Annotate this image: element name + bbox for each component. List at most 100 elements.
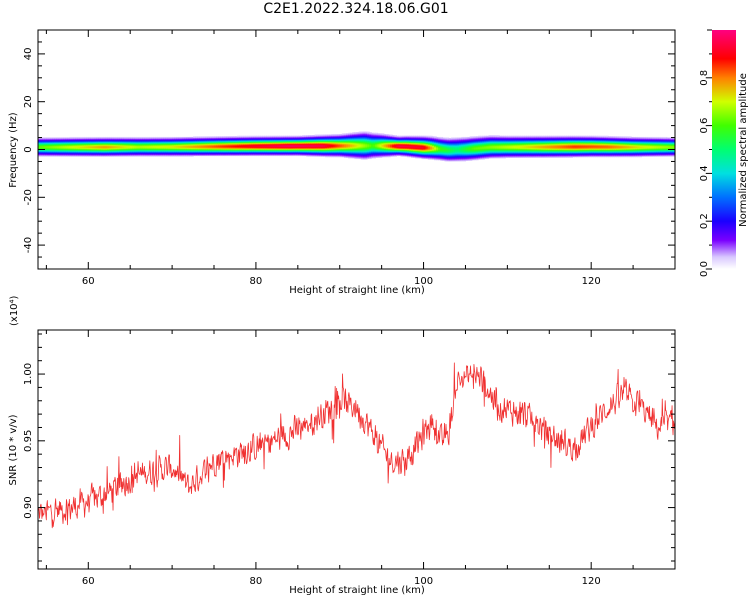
heatmap-cell xyxy=(165,150,169,152)
heatmap-cell xyxy=(117,150,121,152)
heatmap-cell xyxy=(174,139,177,142)
heatmap-cell xyxy=(65,144,68,146)
heatmap-cell xyxy=(73,149,77,151)
heatmap-cell xyxy=(287,144,291,146)
heatmap-cell xyxy=(262,144,265,146)
heatmap-cell xyxy=(134,145,138,147)
heatmap-cell xyxy=(52,150,56,152)
heatmap-cell xyxy=(337,139,341,142)
heatmap-cell xyxy=(226,144,230,146)
heatmap-cell xyxy=(92,150,96,152)
heatmap-cell xyxy=(201,154,205,157)
heatmap-cell xyxy=(314,149,318,151)
heatmap-cell xyxy=(249,145,253,147)
heatmap-cell xyxy=(237,145,240,147)
heatmap-cell xyxy=(92,144,96,146)
heatmap-cell xyxy=(310,145,314,147)
heatmap-cell xyxy=(346,133,349,135)
heatmap-cell xyxy=(348,139,351,142)
heatmap-cell xyxy=(214,154,217,156)
heatmap-cell xyxy=(144,154,148,156)
heatmap-cell xyxy=(111,145,115,147)
heatmap-cell xyxy=(115,138,119,140)
heatmap-cell xyxy=(157,149,161,151)
heatmap-cell xyxy=(268,139,272,142)
heatmap-cell xyxy=(42,154,45,157)
heatmap-cell xyxy=(325,145,328,147)
heatmap-cell xyxy=(67,145,71,147)
heatmap-cell xyxy=(220,145,223,147)
heatmap-cell xyxy=(205,150,209,152)
heatmap-cell xyxy=(38,154,41,156)
heatmap-cell xyxy=(299,135,303,137)
heatmap-cell xyxy=(283,149,286,151)
heatmap-cell xyxy=(291,135,295,137)
heatmap-cell xyxy=(346,144,349,146)
heatmap-cell xyxy=(266,145,270,147)
heatmap-cell xyxy=(346,138,349,140)
heatmap-cell xyxy=(245,144,249,146)
heatmap-cell xyxy=(331,144,335,146)
heatmap-cell xyxy=(199,154,203,157)
heatmap-cell xyxy=(293,139,297,142)
heatmap-cell xyxy=(335,144,339,146)
heatmap-cell xyxy=(86,149,89,151)
heatmap-cell xyxy=(247,139,251,142)
heatmap-cell xyxy=(142,139,146,142)
heatmap-cell xyxy=(75,145,79,147)
heatmap-cell xyxy=(220,154,223,156)
heatmap-cell xyxy=(48,154,52,156)
heatmap-cell xyxy=(209,144,213,146)
heatmap-cell xyxy=(308,154,312,156)
heatmap-cell xyxy=(209,139,213,142)
heatmap-cell xyxy=(123,149,127,151)
heatmap-cell xyxy=(283,150,286,152)
heatmap-cell xyxy=(329,134,332,136)
heatmap-cell xyxy=(322,134,326,136)
heatmap-cell xyxy=(184,154,188,157)
heatmap-cell xyxy=(310,135,314,137)
heatmap-cell xyxy=(203,145,207,147)
heatmap-cell xyxy=(176,139,179,142)
heatmap-cell xyxy=(211,138,215,140)
heatmap-cell xyxy=(40,137,43,139)
heatmap-cell xyxy=(165,149,169,151)
heatmap-cell xyxy=(90,149,94,151)
heatmap-cell xyxy=(310,154,314,156)
heatmap-cell xyxy=(247,149,251,151)
heatmap-cell xyxy=(167,154,171,157)
heatmap-cell xyxy=(170,144,173,146)
heatmap-cell xyxy=(226,149,230,151)
heatmap-cell xyxy=(151,138,154,140)
heatmap-cell xyxy=(75,154,79,157)
heatmap-cell xyxy=(255,145,259,147)
heatmap-cell xyxy=(94,136,98,139)
heatmap-cell xyxy=(107,144,110,146)
heatmap-cell xyxy=(237,154,240,156)
heatmap-cell xyxy=(295,150,299,152)
heatmap-cell xyxy=(113,138,117,140)
heatmap-cell xyxy=(297,150,301,152)
heatmap-cell xyxy=(140,144,144,146)
heatmap-cell xyxy=(299,138,303,140)
heatmap-cell xyxy=(274,150,278,152)
heatmap-cell xyxy=(302,144,305,146)
heatmap-cell xyxy=(149,136,152,139)
heatmap-cell xyxy=(170,145,173,147)
heatmap-cell xyxy=(243,135,247,137)
heatmap-cell xyxy=(79,145,83,147)
heatmap-cell xyxy=(314,150,318,152)
heatmap-cell xyxy=(201,144,205,146)
heatmap-cell xyxy=(155,154,159,156)
heatmap-cell xyxy=(126,154,129,157)
heatmap-cell xyxy=(272,154,276,156)
heatmap-cell xyxy=(251,145,255,147)
heatmap-cell xyxy=(327,135,330,137)
heatmap-cell xyxy=(61,138,64,140)
heatmap-cell xyxy=(128,136,131,139)
heatmap-cell xyxy=(306,135,309,137)
heatmap-cell xyxy=(197,149,200,151)
heatmap-cell xyxy=(230,136,234,138)
heatmap-cell xyxy=(281,154,284,157)
heatmap-cell xyxy=(42,139,45,142)
